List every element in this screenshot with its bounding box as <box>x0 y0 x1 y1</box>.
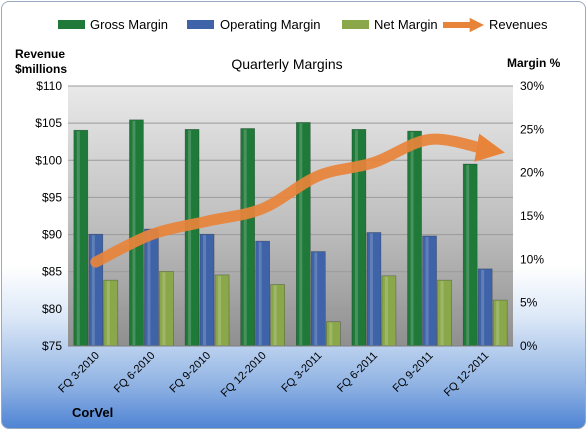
bar-highlight <box>410 132 414 345</box>
x-tick-label: FQ 6-2010 <box>112 350 158 396</box>
left-axis-label-line1: Revenue <box>15 47 65 61</box>
bar-net-margin <box>270 284 285 347</box>
bar-net-margin <box>214 274 230 347</box>
bar-highlight <box>384 276 388 345</box>
x-tick-label: FQ 3-2011 <box>279 350 324 395</box>
right-tick-label: 15% <box>520 209 544 223</box>
bar-highlight <box>466 165 470 345</box>
left-axis-ticks: $75 $80 $85 $90 $95 $100 $105 $110 <box>35 79 62 353</box>
bar-operating-margin <box>88 233 104 347</box>
revenue-point <box>317 175 319 177</box>
right-axis-ticks: 0% 5% 10% 15% 20% 25% 30% <box>520 79 544 353</box>
bar-gross-margin <box>73 129 89 347</box>
bar-highlight <box>329 322 333 345</box>
left-tick-label: $110 <box>36 79 62 93</box>
bar-highlight <box>354 130 358 345</box>
bar-net-margin <box>492 299 508 347</box>
left-tick-label: $100 <box>35 153 62 167</box>
right-tick-label: 25% <box>520 122 544 136</box>
left-tick-label: $80 <box>42 302 62 316</box>
bar-operating-margin <box>255 240 270 347</box>
revenue-point <box>262 208 264 210</box>
bar-gross-margin <box>462 163 478 347</box>
bar-highlight <box>162 272 166 345</box>
legend-swatch-gross-margin <box>58 20 85 29</box>
bar-operating-margin <box>144 228 159 347</box>
revenue-line <box>90 133 505 268</box>
left-tick-label: $85 <box>42 265 62 279</box>
bar-gross-margin <box>296 122 311 347</box>
revenue-point <box>150 234 152 236</box>
right-tick-label: 20% <box>520 166 544 180</box>
left-tick-label: $105 <box>35 116 62 130</box>
legend: Gross Margin Operating Margin Net Margin… <box>58 17 548 33</box>
bar-highlight <box>147 230 151 345</box>
bar-highlight <box>496 301 500 345</box>
x-tick-label: FQ 9-2011 <box>391 350 436 395</box>
bar-highlight <box>106 281 110 345</box>
bar-gross-margin <box>407 130 422 347</box>
left-tick-label: $90 <box>42 228 62 242</box>
legend-swatch-net-margin <box>342 20 369 29</box>
bars <box>73 119 508 347</box>
bar-highlight <box>440 281 444 345</box>
bar-highlight <box>369 233 373 345</box>
left-axis-label-line2: $millions <box>15 62 67 76</box>
bar-operating-margin <box>422 235 437 347</box>
legend-label-net-margin: Net Margin <box>374 17 438 32</box>
bar-highlight <box>299 123 303 346</box>
x-tick-label: FQ 12-2010 <box>219 350 269 400</box>
x-tick-label: FQ 6-2011 <box>335 350 380 395</box>
revenue-point <box>373 162 375 164</box>
bar-net-margin <box>381 275 397 347</box>
bar-highlight <box>188 130 192 345</box>
bar-net-margin <box>103 279 119 347</box>
x-tick-label: FQ 3-2010 <box>56 350 102 396</box>
bar-operating-margin <box>311 251 326 347</box>
company-label: CorVel <box>72 405 113 420</box>
bar-gross-margin <box>240 128 255 347</box>
bar-highlight <box>425 236 429 345</box>
bar-highlight <box>258 242 262 345</box>
bar-highlight <box>218 275 222 345</box>
bar-net-margin <box>159 271 174 347</box>
legend-label-gross-margin: Gross Margin <box>90 17 168 32</box>
right-tick-label: 10% <box>520 252 544 266</box>
left-tick-label: $75 <box>42 339 62 353</box>
right-tick-label: 0% <box>520 339 538 353</box>
revenue-point <box>484 148 486 150</box>
bar-operating-margin <box>477 268 493 347</box>
revenue-point <box>206 220 208 222</box>
revenue-series <box>90 133 505 268</box>
right-tick-label: 30% <box>520 79 544 93</box>
bar-highlight <box>481 269 485 345</box>
bar-operating-margin <box>366 232 382 347</box>
bar-highlight <box>243 129 247 345</box>
bar-highlight <box>76 131 80 345</box>
bar-operating-margin <box>199 233 215 347</box>
legend-label-operating-margin: Operating Margin <box>220 17 320 32</box>
bar-highlight <box>132 120 136 345</box>
legend-swatch-operating-margin <box>187 20 214 29</box>
bar-highlight <box>314 252 318 345</box>
revenue-point <box>95 261 97 263</box>
left-tick-label: $95 <box>42 190 62 204</box>
right-tick-label: 5% <box>520 296 538 310</box>
bar-net-margin <box>326 321 341 347</box>
bar-net-margin <box>437 279 452 347</box>
x-tick-label: FQ 9-2010 <box>168 350 214 396</box>
bar-gross-margin <box>184 129 200 347</box>
bar-highlight <box>203 235 207 345</box>
chart-title: Quarterly Margins <box>231 56 342 72</box>
right-axis-label: Margin % <box>507 56 561 70</box>
bar-highlight <box>273 285 277 345</box>
revenue-point <box>429 138 431 140</box>
x-axis-labels: FQ 3-2010 FQ 6-2010 FQ 9-2010 FQ 12-2010 FQ … <box>56 350 491 400</box>
legend-label-revenues: Revenues <box>489 17 548 32</box>
x-tick-label: FQ 12-2011 <box>442 350 491 399</box>
bar-highlight <box>91 235 95 345</box>
